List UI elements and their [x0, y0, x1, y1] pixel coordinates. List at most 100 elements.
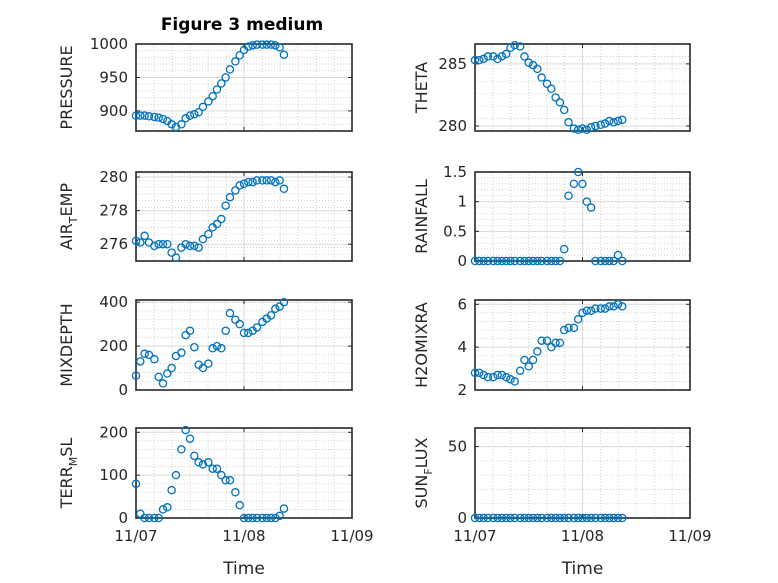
data-point	[167, 248, 176, 257]
data-point	[515, 42, 525, 51]
data-point	[501, 256, 511, 266]
y-label-rest: SL	[57, 438, 76, 457]
data-point	[582, 197, 592, 206]
data-point	[533, 347, 542, 356]
data-point	[605, 513, 614, 523]
data-point	[475, 513, 484, 523]
data-point	[158, 505, 168, 514]
data-point	[212, 219, 222, 229]
data-point	[533, 64, 542, 74]
data-point	[489, 52, 498, 61]
data-point	[190, 110, 199, 119]
data-point	[506, 256, 515, 266]
data-point	[569, 179, 579, 189]
data-point	[591, 256, 600, 266]
data-point	[275, 511, 284, 521]
data-point	[613, 250, 623, 260]
y-axis-label: H2OMIXRA	[412, 302, 431, 388]
data-point	[144, 112, 154, 121]
y-tick-label: 200	[99, 423, 128, 441]
data-point	[239, 179, 249, 189]
data-point	[167, 363, 176, 373]
data-point	[244, 513, 253, 523]
data-point	[181, 330, 190, 340]
data-point	[547, 513, 556, 523]
data-point	[555, 256, 565, 266]
x-tick-label: 11/09	[668, 527, 711, 545]
data-point	[167, 120, 176, 129]
data-point	[239, 513, 249, 523]
data-point	[235, 319, 244, 329]
data-point	[506, 375, 515, 384]
data-point	[144, 513, 154, 523]
data-point	[275, 176, 284, 185]
data-point	[231, 186, 240, 195]
data-point	[564, 118, 573, 127]
data-point	[493, 256, 502, 266]
data-point	[177, 120, 186, 129]
data-point	[533, 256, 542, 266]
data-point	[150, 513, 159, 523]
y-tick-label: 0.5	[443, 222, 467, 240]
y-label-main: SUN	[412, 475, 431, 509]
data-point	[551, 256, 560, 266]
data-point	[493, 54, 502, 64]
data-point	[244, 328, 253, 338]
data-point	[497, 370, 507, 380]
data-point	[244, 177, 253, 187]
y-label-subscript: F	[422, 468, 435, 474]
y-axis-label: TERRMSL	[57, 438, 80, 510]
data-point	[596, 513, 606, 523]
data-point	[279, 504, 289, 513]
data-point	[136, 509, 145, 518]
data-point	[470, 256, 480, 266]
data-point	[578, 124, 587, 133]
data-point	[221, 73, 230, 82]
data-point	[136, 357, 145, 366]
y-tick-label: 0	[457, 509, 467, 527]
data-point	[140, 513, 149, 523]
data-point	[506, 513, 515, 523]
data-point	[252, 513, 262, 523]
data-point	[204, 359, 213, 368]
data-point	[483, 256, 493, 266]
data-point	[479, 370, 488, 380]
data-point	[605, 302, 614, 311]
data-point	[217, 470, 226, 480]
data-point	[154, 113, 163, 122]
data-point	[163, 369, 172, 378]
data-point	[212, 341, 222, 351]
data-point	[551, 93, 560, 102]
y-axis-label: THETA	[412, 62, 431, 114]
data-point	[204, 458, 213, 467]
data-point	[190, 342, 199, 352]
data-point	[510, 377, 520, 386]
data-point	[569, 513, 579, 523]
data-point	[524, 362, 534, 371]
data-point	[596, 120, 606, 130]
data-point	[528, 513, 538, 523]
subplot-pressure: 900 950 1000 PRESSURE	[57, 35, 353, 132]
data-point	[221, 476, 230, 485]
data-point	[555, 338, 565, 348]
data-point	[613, 513, 623, 523]
subplot-mixdepth: 0 200 400 MIXDEPTH	[57, 293, 353, 399]
data-point	[609, 302, 618, 311]
data-point	[252, 323, 262, 332]
data-point	[470, 368, 480, 378]
data-point	[181, 239, 190, 249]
data-point	[618, 302, 627, 311]
data-point	[501, 49, 511, 59]
y-axis-label: AIRTEMP	[57, 183, 80, 250]
data-point	[131, 371, 141, 380]
y-tick-label: 1.5	[443, 163, 467, 181]
data-point	[194, 243, 203, 252]
data-point	[262, 513, 271, 523]
data-point	[177, 445, 186, 454]
data-point	[542, 513, 552, 523]
data-point	[470, 55, 480, 65]
data-point	[578, 513, 587, 523]
data-point	[564, 191, 573, 200]
data-point	[573, 513, 583, 523]
